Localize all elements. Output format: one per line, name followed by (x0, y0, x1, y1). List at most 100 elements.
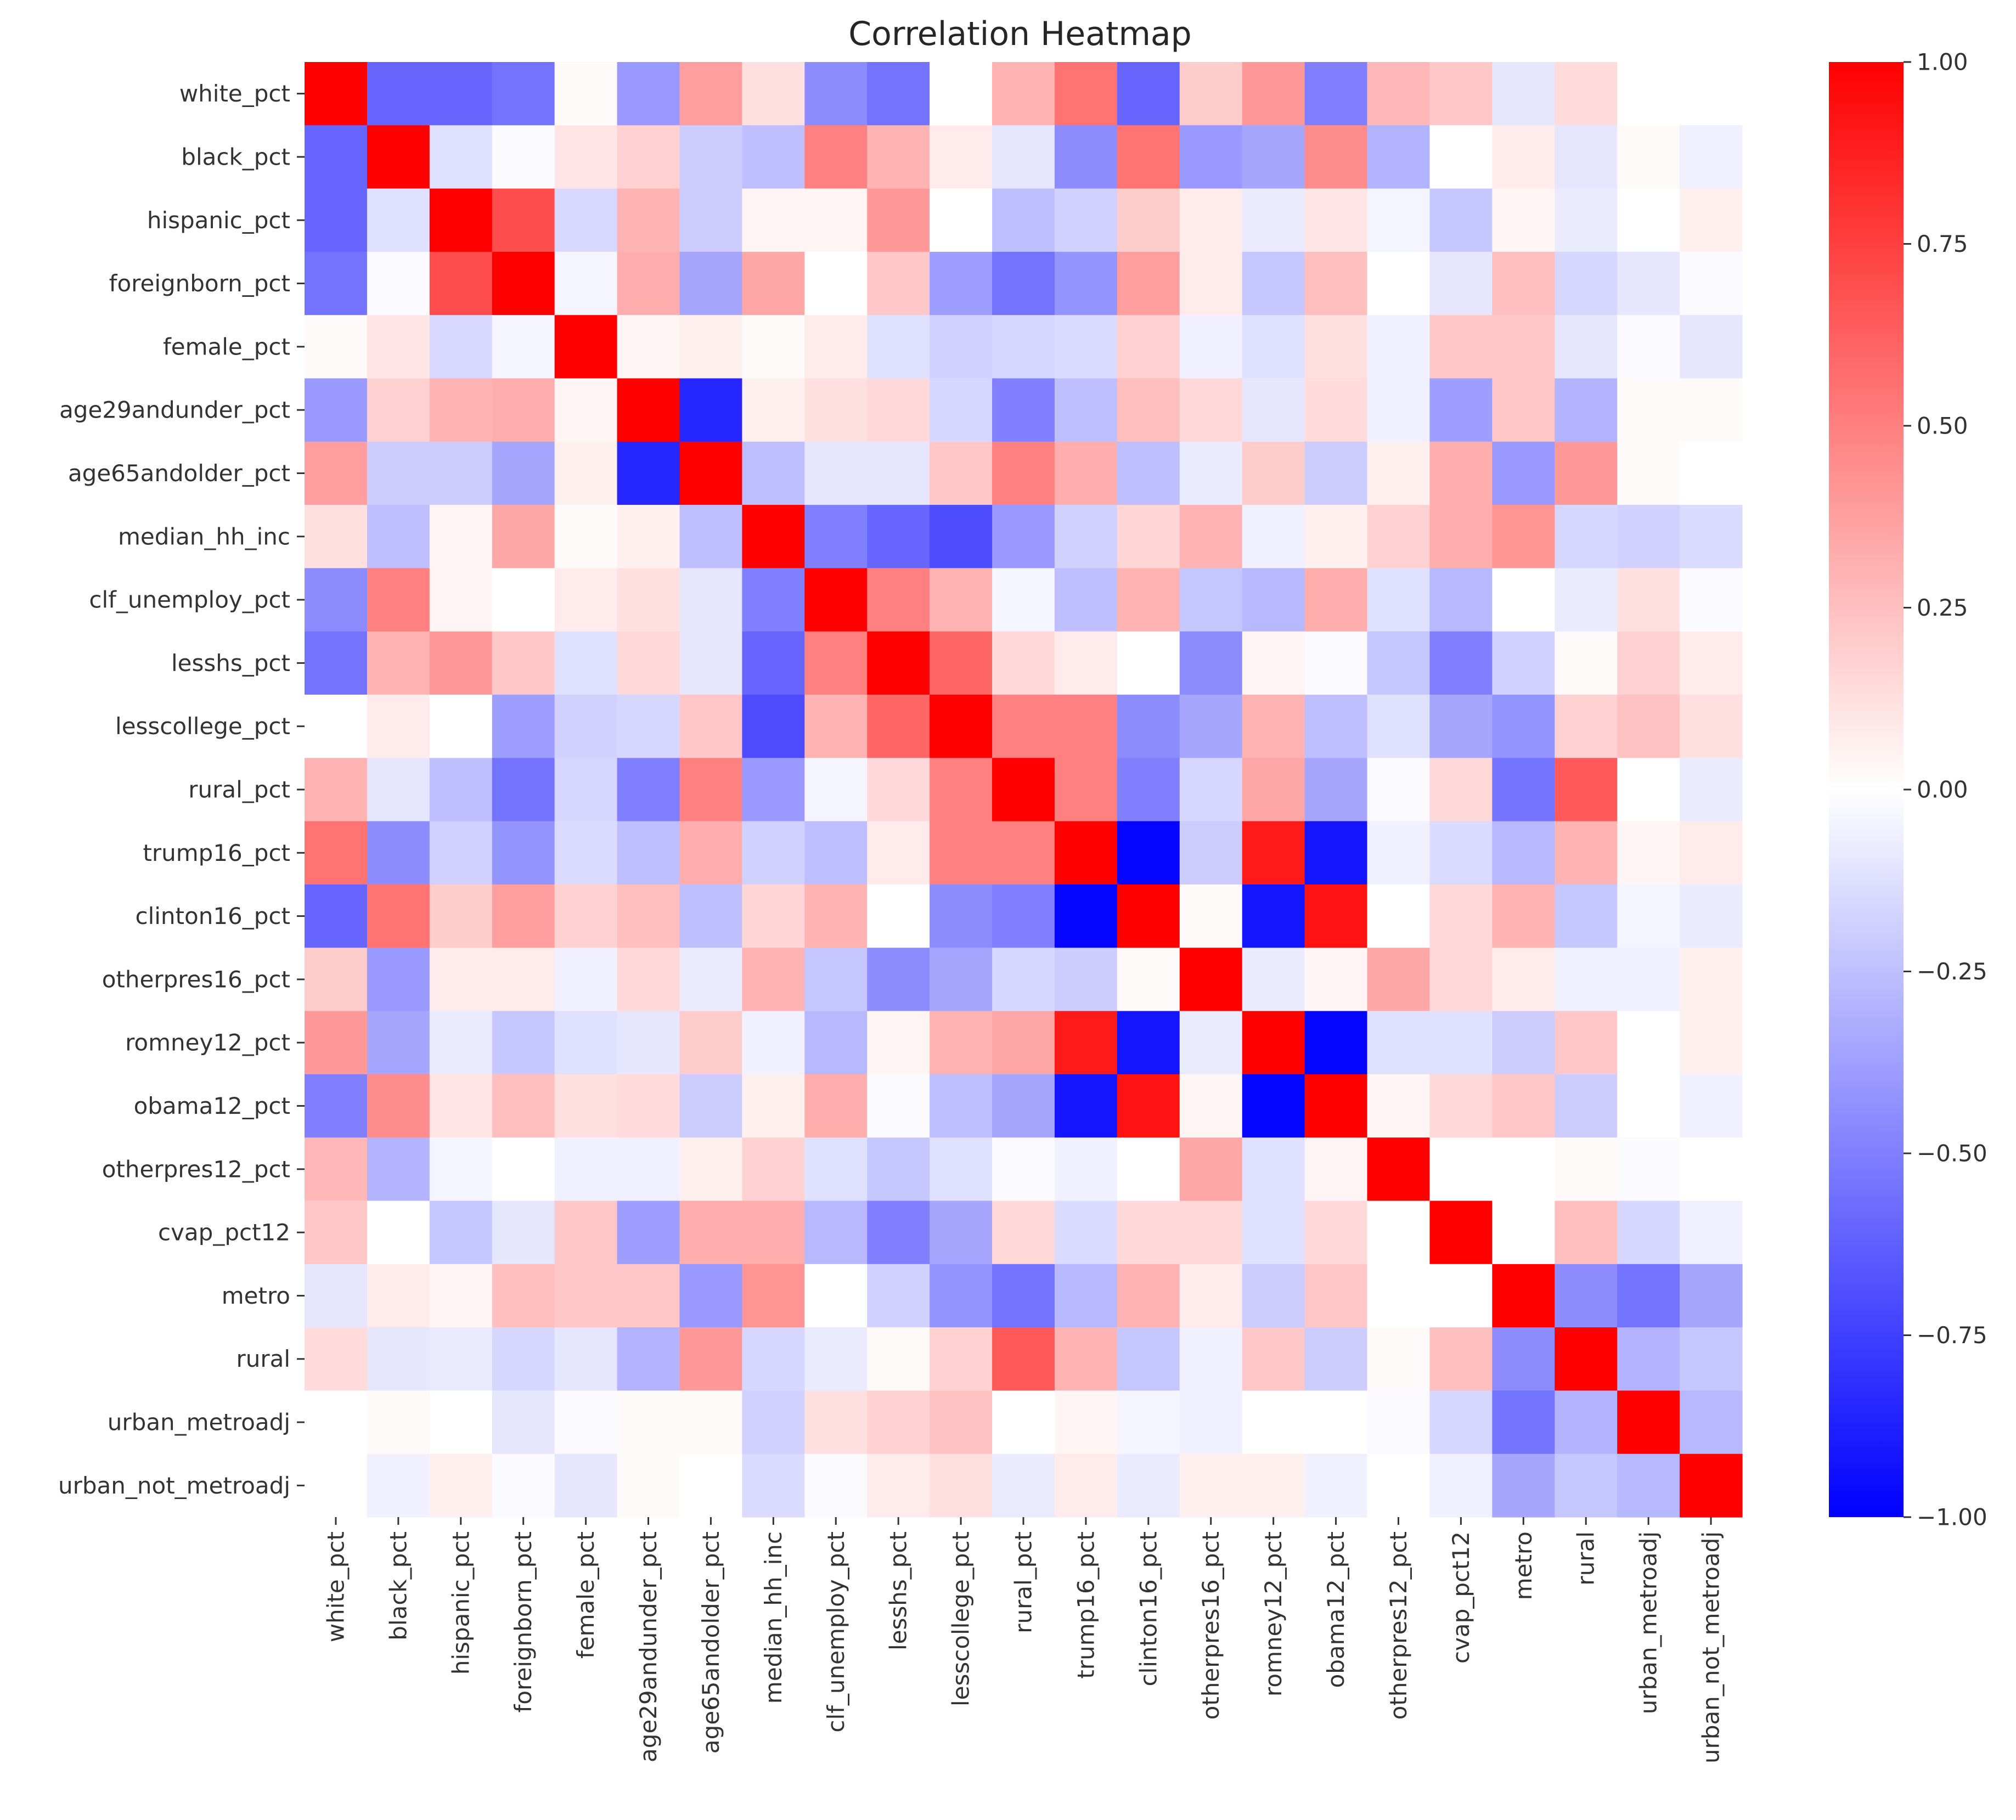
heatmap-cell-age65andolder_pct-white_pct (305, 441, 368, 505)
heatmap-cell-white_pct-clf_unemploy_pct (804, 62, 868, 126)
heatmap-cell-white_pct-lesscollege_pct (930, 62, 993, 126)
heatmap-cell-romney12_pct-metro (1492, 1011, 1555, 1075)
heatmap-cell-trump16_pct-lesscollege_pct (930, 821, 993, 885)
heatmap-cell-age65andolder_pct-clf_unemploy_pct (804, 441, 868, 505)
heatmap-cell-foreignborn_pct-age29andunder_pct (617, 251, 680, 315)
y-tick-label: obama12_pct (134, 1092, 290, 1119)
heatmap-cell-white_pct-age65andolder_pct (679, 62, 742, 126)
heatmap-cell-otherpres16_pct-otherpres12_pct (1367, 948, 1431, 1012)
heatmap-cell-hispanic_pct-age65andolder_pct (679, 188, 742, 252)
heatmap-cell-age29andunder_pct-urban_not_metroadj (1680, 378, 1743, 442)
heatmap-cell-foreignborn_pct-black_pct (367, 251, 430, 315)
heatmap-cell-clinton16_pct-white_pct (305, 884, 368, 948)
heatmap-cell-lesshs_pct-black_pct (367, 631, 430, 695)
heatmap-cell-black_pct-median_hh_inc (742, 125, 805, 189)
heatmap-cell-cvap_pct12-clinton16_pct (1117, 1201, 1180, 1265)
colorbar-tick-label: −0.50 (1917, 1140, 1987, 1167)
heatmap-cell-urban_not_metroadj-urban_metroadj (1617, 1453, 1680, 1518)
heatmap-cell-foreignborn_pct-lesshs_pct (867, 251, 930, 315)
heatmap-cell-trump16_pct-age65andolder_pct (679, 821, 742, 885)
heatmap-cell-white_pct-median_hh_inc (742, 62, 805, 126)
heatmap-cell-median_hh_inc-urban_not_metroadj (1680, 505, 1743, 569)
heatmap-cell-clinton16_pct-rural (1555, 884, 1618, 948)
heatmap-cell-lesscollege_pct-romney12_pct (1242, 695, 1305, 758)
heatmap-cell-cvap_pct12-foreignborn_pct (492, 1201, 555, 1265)
heatmap-cell-rural_pct-female_pct (554, 758, 618, 822)
heatmap-cell-age65andolder_pct-foreignborn_pct (492, 441, 555, 505)
heatmap-cell-foreignborn_pct-trump16_pct (1054, 251, 1118, 315)
x-tick-label: romney12_pct (1260, 1531, 1287, 1697)
heatmap-cell-black_pct-otherpres16_pct (1179, 125, 1243, 189)
heatmap-cell-foreignborn_pct-rural (1555, 251, 1618, 315)
heatmap-cell-hispanic_pct-obama12_pct (1304, 188, 1368, 252)
heatmap-cell-black_pct-white_pct (305, 125, 368, 189)
heatmap-cell-metro-metro (1492, 1264, 1555, 1328)
heatmap-cell-cvap_pct12-hispanic_pct (429, 1201, 493, 1265)
heatmap-cell-female_pct-foreignborn_pct (492, 315, 555, 379)
heatmap-cell-lesshs_pct-female_pct (554, 631, 618, 695)
heatmap-cell-median_hh_inc-urban_metroadj (1617, 505, 1680, 569)
heatmap-cell-obama12_pct-rural (1555, 1074, 1618, 1138)
heatmap-cell-hispanic_pct-clf_unemploy_pct (804, 188, 868, 252)
heatmap-cell-clinton16_pct-age65andolder_pct (679, 884, 742, 948)
heatmap-cell-clinton16_pct-romney12_pct (1242, 884, 1305, 948)
x-tick-label: urban_not_metroadj (1698, 1531, 1725, 1763)
heatmap-cell-urban_metroadj-hispanic_pct (429, 1390, 493, 1455)
heatmap-cell-clf_unemploy_pct-black_pct (367, 568, 430, 632)
heatmap-cell-clf_unemploy_pct-hispanic_pct (429, 568, 493, 632)
heatmap-cell-foreignborn_pct-rural_pct (992, 251, 1055, 315)
heatmap-cell-urban_not_metroadj-age29andunder_pct (617, 1453, 680, 1518)
heatmap-cell-cvap_pct12-black_pct (367, 1201, 430, 1265)
heatmap-cell-rural_pct-lesscollege_pct (930, 758, 993, 822)
heatmap-cell-foreignborn_pct-cvap_pct12 (1429, 251, 1493, 315)
heatmap-cell-trump16_pct-hispanic_pct (429, 821, 493, 885)
heatmap-cell-rural_pct-clf_unemploy_pct (804, 758, 868, 822)
heatmap-cell-otherpres16_pct-metro (1492, 948, 1555, 1012)
heatmap-cell-age29andunder_pct-trump16_pct (1054, 378, 1118, 442)
x-tick-label: black_pct (385, 1531, 412, 1641)
heatmap-cell-metro-rural_pct (992, 1264, 1055, 1328)
heatmap-cell-cvap_pct12-otherpres12_pct (1367, 1201, 1431, 1265)
heatmap-cell-lesscollege_pct-urban_metroadj (1617, 695, 1680, 758)
heatmap-cell-otherpres16_pct-hispanic_pct (429, 948, 493, 1012)
heatmap-cell-foreignborn_pct-urban_metroadj (1617, 251, 1680, 315)
heatmap-cell-rural_pct-urban_metroadj (1617, 758, 1680, 822)
chart-title: Correlation Heatmap (848, 15, 1192, 53)
heatmap-cell-rural_pct-otherpres16_pct (1179, 758, 1243, 822)
heatmap-cell-age65andolder_pct-age65andolder_pct (679, 441, 742, 505)
heatmap-cell-female_pct-rural_pct (992, 315, 1055, 379)
heatmap-cell-obama12_pct-metro (1492, 1074, 1555, 1138)
heatmap-cell-foreignborn_pct-metro (1492, 251, 1555, 315)
heatmap-cell-age29andunder_pct-median_hh_inc (742, 378, 805, 442)
heatmap-cell-black_pct-rural (1555, 125, 1618, 189)
heatmap-cell-trump16_pct-otherpres16_pct (1179, 821, 1243, 885)
x-tick-label: hispanic_pct (447, 1531, 474, 1675)
heatmap-cell-trump16_pct-romney12_pct (1242, 821, 1305, 885)
heatmap-cell-rural-rural_pct (992, 1327, 1055, 1391)
heatmap-cell-otherpres16_pct-romney12_pct (1242, 948, 1305, 1012)
heatmap-cell-foreignborn_pct-median_hh_inc (742, 251, 805, 315)
heatmap-cell-otherpres12_pct-white_pct (305, 1137, 368, 1202)
heatmap-cell-rural-obama12_pct (1304, 1327, 1368, 1391)
heatmap-cell-urban_metroadj-rural_pct (992, 1390, 1055, 1455)
heatmap-cell-foreignborn_pct-urban_not_metroadj (1680, 251, 1743, 315)
heatmap-cell-lesscollege_pct-metro (1492, 695, 1555, 758)
heatmap-cell-rural-otherpres12_pct (1367, 1327, 1431, 1391)
heatmap-cell-median_hh_inc-age65andolder_pct (679, 505, 742, 569)
heatmap-cell-metro-clf_unemploy_pct (804, 1264, 868, 1328)
heatmap-cell-age29andunder_pct-black_pct (367, 378, 430, 442)
heatmap-cell-white_pct-obama12_pct (1304, 62, 1368, 126)
heatmap-cell-cvap_pct12-median_hh_inc (742, 1201, 805, 1265)
heatmap-cell-age29andunder_pct-romney12_pct (1242, 378, 1305, 442)
heatmap-cell-clf_unemploy_pct-obama12_pct (1304, 568, 1368, 632)
heatmap-cell-trump16_pct-otherpres12_pct (1367, 821, 1431, 885)
heatmap-cell-female_pct-otherpres16_pct (1179, 315, 1243, 379)
y-tick-label: median_hh_inc (118, 523, 290, 550)
x-tick-label: age65andolder_pct (697, 1531, 724, 1754)
heatmap-cell-otherpres12_pct-median_hh_inc (742, 1137, 805, 1202)
heatmap-cell-romney12_pct-romney12_pct (1242, 1011, 1305, 1075)
heatmap-cell-age65andolder_pct-median_hh_inc (742, 441, 805, 505)
heatmap-cell-otherpres16_pct-obama12_pct (1304, 948, 1368, 1012)
heatmap-cell-hispanic_pct-age29andunder_pct (617, 188, 680, 252)
heatmap-cell-urban_not_metroadj-otherpres16_pct (1179, 1453, 1243, 1518)
